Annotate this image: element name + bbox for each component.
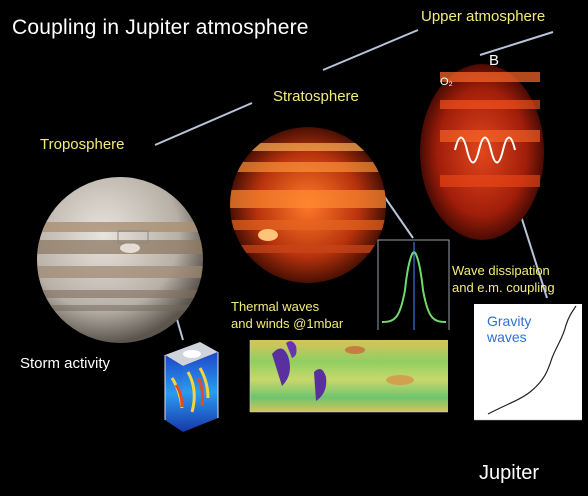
label-thermal-waves: Thermal waves and winds @1mbar bbox=[231, 298, 343, 332]
label-upper-atmosphere: Upper atmosphere bbox=[421, 8, 546, 25]
thermal-waves-map bbox=[232, 330, 452, 428]
label-wave-dissipation-line1: Wave dissipation bbox=[452, 263, 550, 278]
stratosphere-thermal-image bbox=[230, 127, 386, 283]
gravity-waves-plot bbox=[456, 300, 586, 440]
connector-stratosphere-upper bbox=[322, 29, 419, 71]
label-wave-dissipation: Wave dissipation and e.m. coupling bbox=[452, 262, 555, 296]
label-thermal-line2: and winds @1mbar bbox=[231, 316, 344, 331]
label-thermal-line1: Thermal waves bbox=[231, 299, 320, 314]
upper-atmosphere-image bbox=[420, 64, 544, 240]
label-troposphere: Troposphere bbox=[40, 136, 125, 153]
label-gravity-line1: Gravity bbox=[487, 313, 532, 329]
connector-troposphere-stratosphere bbox=[154, 102, 253, 146]
jupiter-visible-image bbox=[37, 177, 203, 343]
label-storm-activity: Storm activity bbox=[20, 355, 111, 372]
connector-b-field bbox=[479, 31, 554, 56]
diagram-title: Coupling in Jupiter atmosphere bbox=[12, 16, 309, 39]
label-magnetic-field-b: B bbox=[489, 52, 500, 69]
label-stratosphere: Stratosphere bbox=[273, 88, 359, 105]
storm-3d-cube bbox=[164, 342, 219, 432]
label-gravity-line2: waves bbox=[487, 329, 527, 345]
label-wave-dissipation-line2: and e.m. coupling bbox=[452, 280, 555, 295]
label-gravity-waves: Gravity waves bbox=[487, 313, 531, 345]
wave-helix-icon bbox=[454, 136, 516, 164]
label-jupiter: Jupiter bbox=[479, 462, 540, 484]
temperature-profile-inset bbox=[377, 239, 450, 334]
label-o2: O₂ bbox=[440, 76, 453, 88]
